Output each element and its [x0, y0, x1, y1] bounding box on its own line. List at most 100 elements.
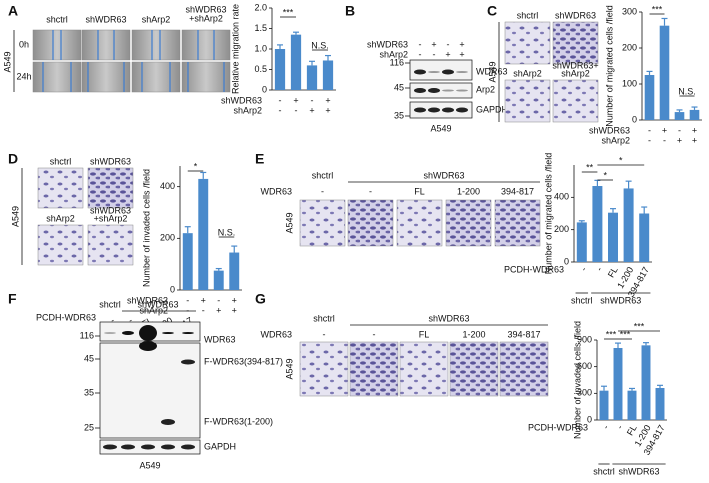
row-value: - — [369, 186, 372, 196]
y-axis-title: Number of migrated cells /field — [543, 153, 553, 275]
cell-line-label: A549 — [284, 358, 294, 379]
image-label: shArp2 — [513, 68, 542, 78]
bar — [608, 212, 618, 262]
band-label: GAPDH — [204, 441, 236, 451]
blot-band — [428, 71, 440, 73]
x-tick-label: + — [309, 105, 314, 115]
cell-line-label: A549 — [430, 123, 451, 133]
micrograph — [552, 79, 599, 123]
image-label: shWDR63+ — [552, 60, 598, 70]
image-label: shWDR63 — [90, 205, 131, 215]
blot — [99, 342, 201, 439]
bar — [592, 186, 603, 262]
bar — [198, 178, 209, 290]
cell-line-label: A549 — [284, 212, 294, 233]
y-tick-label: 200 — [554, 224, 569, 234]
blot-band — [181, 444, 195, 450]
cell-line-label: A549 — [487, 61, 497, 82]
y-tick-label: 100 — [622, 78, 637, 88]
significance-label: N.S. — [678, 86, 696, 96]
x-tick-label: - — [615, 423, 625, 431]
significance-label: * — [194, 161, 198, 171]
x-tick-label: + — [232, 295, 237, 305]
column-label: shWDR63 — [185, 4, 226, 14]
blot — [409, 101, 473, 119]
marker-label: 45 — [394, 82, 404, 92]
blot-band — [414, 69, 426, 75]
blot-band — [456, 89, 468, 92]
micrograph — [399, 341, 449, 397]
scratch-image — [131, 29, 181, 61]
row-value: 394-817 — [501, 186, 534, 196]
y-tick-label: 0 — [564, 256, 569, 266]
column-label: +shArp2 — [189, 13, 223, 23]
x-tick-label: + — [201, 295, 206, 305]
bar — [627, 390, 637, 420]
x-tick-label: + — [293, 95, 298, 105]
y-tick-label: 2.0 — [254, 2, 267, 12]
band-label: Arp2 — [476, 84, 495, 94]
x-tick-label: - — [311, 95, 314, 105]
group-label: shctrl — [99, 299, 121, 309]
row-label: WDR63 — [260, 186, 292, 196]
blot-band — [442, 69, 454, 75]
x-tick-label: - — [601, 423, 611, 431]
image-label: shctrl — [50, 156, 72, 166]
x-row-label: shArp2 — [601, 135, 630, 145]
group-label: shctrl — [313, 313, 335, 323]
group-label: shWDR63 — [428, 313, 469, 323]
y-axis-title: Number of invaded cells /field — [572, 321, 582, 439]
x-tick-label: + — [692, 135, 697, 145]
panel-letter: C — [487, 3, 497, 19]
group-label: shWDR63 — [600, 295, 641, 305]
x-row-label: shWDR63 — [127, 295, 168, 305]
x-tick-label: - — [295, 105, 298, 115]
row-value: - — [323, 329, 326, 339]
scratch-image — [131, 61, 181, 93]
micrograph — [552, 21, 599, 65]
blot-band — [414, 107, 426, 113]
bar — [576, 222, 587, 262]
y-tick-label: 1.0 — [254, 43, 267, 53]
lane-value: + — [459, 39, 464, 49]
cell-line-label: A549 — [10, 206, 20, 227]
blot-band — [162, 332, 174, 334]
bar — [290, 34, 302, 90]
scratch-image — [181, 29, 231, 61]
row-value: 1-200 — [457, 186, 480, 196]
y-tick-label: 1.5 — [254, 23, 267, 33]
micrograph — [504, 21, 551, 65]
micrograph — [445, 199, 492, 247]
x-row-label: shWDR63 — [221, 95, 262, 105]
band-label: GAPDH — [476, 104, 508, 114]
scratch-image — [81, 29, 131, 61]
lane-value: - — [447, 39, 450, 49]
bar — [599, 390, 609, 420]
blot — [409, 82, 473, 99]
image-label: shWDR63 — [90, 156, 131, 166]
row-label: WDR63 — [260, 329, 292, 339]
marker-label: 45 — [84, 353, 94, 363]
y-tick-label: 300 — [622, 6, 637, 16]
row-value: FL — [419, 329, 430, 339]
micrograph — [299, 199, 346, 247]
bar — [674, 112, 685, 120]
y-tick-label: 0 — [632, 114, 637, 124]
bar — [641, 345, 651, 420]
blot-band — [139, 325, 157, 341]
blot-band — [442, 107, 454, 113]
bar — [322, 60, 334, 90]
x-tick-label: - — [279, 105, 282, 115]
column-label: shctrl — [46, 14, 68, 24]
x-tick-label: - — [279, 95, 282, 105]
x-tick-label: FL — [625, 423, 639, 437]
bar — [655, 388, 665, 420]
bar — [613, 348, 623, 420]
blot-band — [121, 444, 135, 450]
bar — [644, 75, 655, 120]
column-label: shArp2 — [142, 14, 171, 24]
micrograph — [449, 341, 499, 397]
row-value: - — [109, 315, 117, 325]
row-value: - — [321, 186, 324, 196]
group-label: shctrl — [312, 170, 334, 180]
